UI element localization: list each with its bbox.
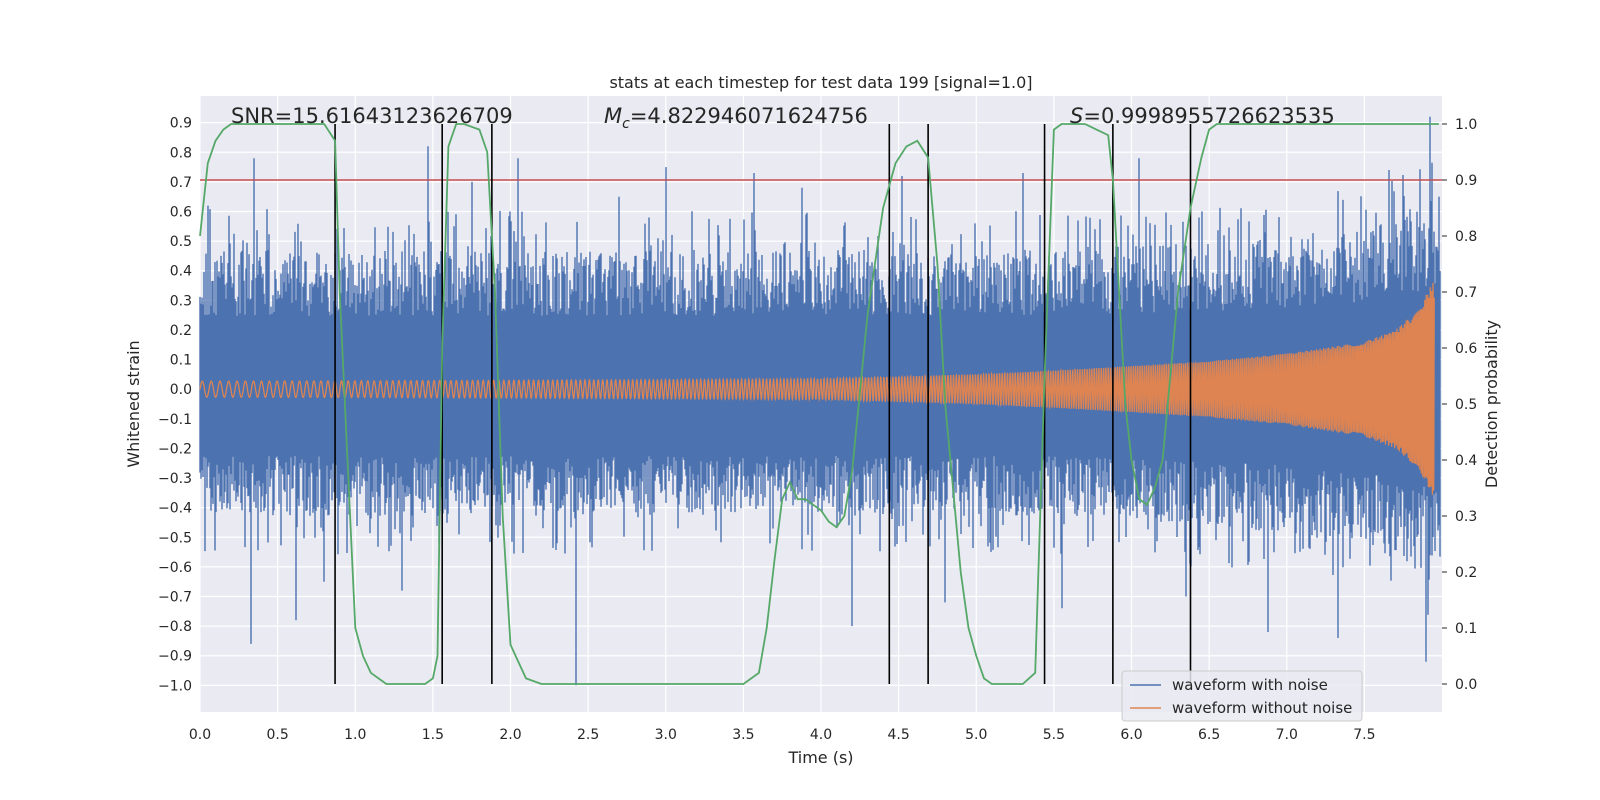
y2-tick-label: 0.1 <box>1455 621 1477 637</box>
y-tick-label: −0.2 <box>158 441 192 457</box>
y-tick-label: 0.5 <box>170 234 192 250</box>
y2-axis-ticks: 1.0 0.9 0.8 0.7 0.6 0.5 0.4 0.3 0.2 0.1 0.0 <box>1442 117 1477 693</box>
x-tick-label: 7.5 <box>1353 727 1375 743</box>
x-tick-label: 6.5 <box>1198 727 1220 743</box>
y-tick-label: 0.8 <box>170 145 192 161</box>
y-axis-label: Whitened strain <box>124 340 143 467</box>
y2-tick-label: 0.6 <box>1455 341 1477 357</box>
y-tick-label: 0.2 <box>170 323 192 339</box>
x-tick-label: 4.5 <box>887 727 909 743</box>
y2-axis-label: Detection probability <box>1482 320 1501 488</box>
plot-area <box>199 116 1442 686</box>
y2-tick-label: 0.4 <box>1455 453 1477 469</box>
chirp-mass-symbol: M <box>604 104 622 128</box>
y-tick-label: −1.0 <box>158 678 192 694</box>
y-tick-label: −0.4 <box>158 501 192 517</box>
x-axis-label: Time (s) <box>787 748 853 767</box>
x-tick-label: 0.0 <box>189 727 211 743</box>
y2-tick-label: 0.5 <box>1455 397 1477 413</box>
x-tick-label: 2.5 <box>577 727 599 743</box>
x-tick-label: 6.0 <box>1120 727 1142 743</box>
chirp-mass-value: =4.822946071624756 <box>630 104 868 128</box>
x-tick-label: 5.0 <box>965 727 987 743</box>
legend: waveform with noise waveform without noi… <box>1121 670 1363 722</box>
y-tick-label: −0.7 <box>158 590 192 606</box>
x-axis-ticks: 0.0 0.5 1.0 1.5 2.0 2.5 3.0 3.5 4.0 4.5 5.0 5.5 6.0 6… <box>189 727 1376 743</box>
x-tick-label: 7.0 <box>1276 727 1298 743</box>
x-tick-label: 0.5 <box>266 727 288 743</box>
legend-label-clean: waveform without noise <box>1172 699 1352 717</box>
y-tick-label: 0.3 <box>170 293 192 309</box>
score-annotation: S=0.9998955726623535 <box>1070 104 1335 128</box>
score-value: =0.9998955726623535 <box>1083 104 1334 128</box>
x-tick-label: 1.5 <box>422 727 444 743</box>
chart-title: stats at each timestep for test data 199… <box>609 73 1032 92</box>
y-tick-label: 0.1 <box>170 353 192 369</box>
y2-tick-label: 0.0 <box>1455 677 1477 693</box>
y2-tick-label: 0.9 <box>1455 173 1477 189</box>
y2-tick-label: 0.7 <box>1455 285 1477 301</box>
y-tick-label: −0.8 <box>158 619 192 635</box>
waveform-without-noise-line <box>199 282 1435 495</box>
y-tick-label: 0.4 <box>170 264 192 280</box>
annotations: SNR=15.61643123626709 Mc=4.8229460716247… <box>231 104 1335 132</box>
snr-annotation: SNR=15.61643123626709 <box>231 104 513 128</box>
y-tick-label: −0.1 <box>158 412 192 428</box>
y2-tick-label: 0.8 <box>1455 229 1477 245</box>
y2-tick-label: 1.0 <box>1455 117 1477 133</box>
y2-tick-label: 0.3 <box>1455 509 1477 525</box>
y-tick-label: −0.6 <box>158 560 192 576</box>
x-tick-label: 2.0 <box>499 727 521 743</box>
y-tick-label: 0.0 <box>170 382 192 398</box>
legend-label-noise: waveform with noise <box>1172 676 1328 694</box>
x-tick-label: 4.0 <box>810 727 832 743</box>
y2-tick-label: 0.2 <box>1455 565 1477 581</box>
y-axis-ticks: 0.9 0.8 0.7 0.6 0.5 0.4 0.3 0.2 0.1 0.0 −0.1 −0.2 −0… <box>158 116 192 695</box>
legend-frame <box>1121 670 1363 722</box>
x-tick-label: 3.5 <box>732 727 754 743</box>
y-tick-label: 0.7 <box>170 175 192 191</box>
y-tick-label: 0.6 <box>170 205 192 221</box>
y-tick-label: −0.5 <box>158 530 192 546</box>
chirp-mass-annotation: Mc=4.822946071624756 <box>604 104 868 132</box>
y-tick-label: 0.9 <box>170 116 192 132</box>
y-tick-label: −0.3 <box>158 471 192 487</box>
detection-probability-line <box>199 123 1439 685</box>
x-tick-label: 5.5 <box>1043 727 1065 743</box>
y-tick-label: −0.9 <box>158 649 192 665</box>
chirp-mass-subscript: c <box>622 116 630 132</box>
x-tick-label: 1.0 <box>344 727 366 743</box>
score-symbol: S <box>1070 104 1083 128</box>
x-tick-label: 3.0 <box>655 727 677 743</box>
